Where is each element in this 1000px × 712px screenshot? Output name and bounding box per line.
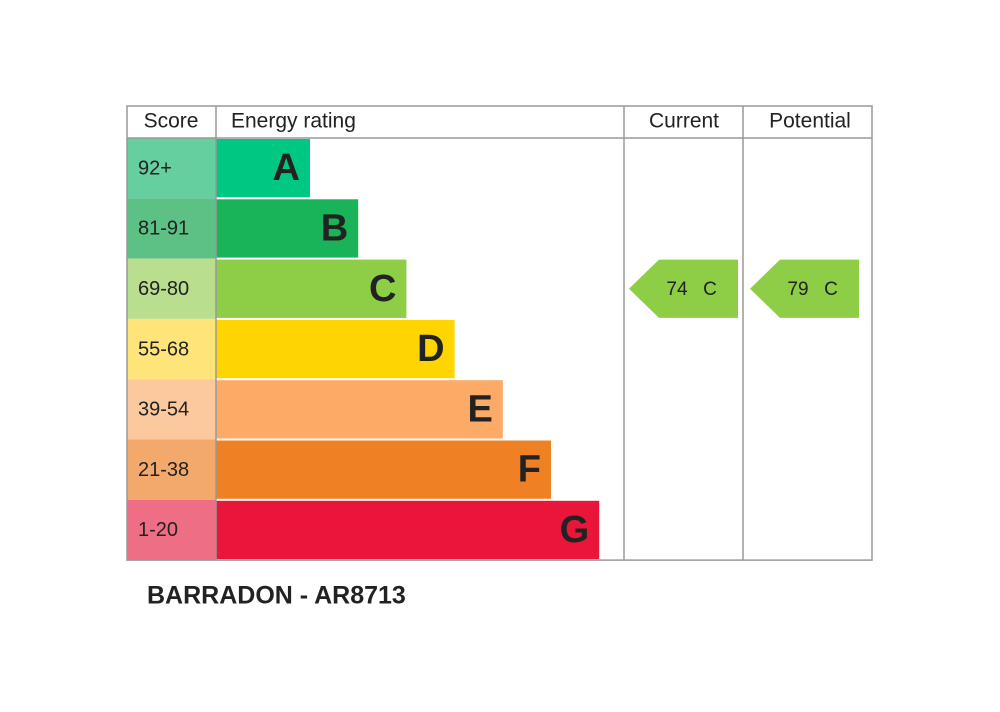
footer: BARRADON - AR8713 [147, 582, 406, 610]
rating-letter: C [369, 268, 396, 310]
score-label: 21-38 [138, 459, 189, 481]
potential-band: C [824, 279, 838, 300]
score-cell [127, 138, 216, 199]
header-score: Score [144, 110, 199, 133]
score-label: 39-54 [138, 399, 189, 421]
rating-letter: F [518, 449, 541, 491]
potential-score: 79 [787, 279, 808, 300]
current-band: C [703, 279, 717, 300]
header-current: Current [649, 110, 719, 133]
score-label: 1-20 [138, 519, 178, 541]
score-label: 69-80 [138, 278, 189, 300]
rating-letter: B [321, 207, 348, 249]
score-cell [127, 198, 216, 259]
score-label: 92+ [138, 157, 172, 179]
score-cell [127, 439, 216, 500]
score-cell [127, 318, 216, 380]
header-potential: Potential [769, 110, 851, 133]
rating-letter: E [467, 388, 492, 430]
rating-letter: A [273, 147, 300, 189]
current-score: 74 [666, 279, 688, 300]
rating-bar [216, 259, 407, 318]
rating-bar [216, 380, 503, 439]
score-cell [127, 379, 216, 440]
table-border [126, 105, 873, 561]
current-arrow [629, 259, 738, 318]
rating-bar [216, 139, 310, 198]
rating-bar [216, 319, 455, 379]
rating-bar [216, 500, 600, 560]
score-cell [127, 499, 216, 561]
score-label: 81-91 [138, 218, 189, 240]
score-cell [127, 258, 216, 319]
header-rating: Energy rating [231, 110, 356, 133]
rating-bar [216, 440, 551, 499]
rating-bar [216, 199, 359, 258]
rating-letter: G [560, 509, 590, 551]
rating-letter: D [417, 328, 444, 370]
score-label: 55-68 [138, 338, 189, 360]
potential-arrow [750, 259, 859, 318]
